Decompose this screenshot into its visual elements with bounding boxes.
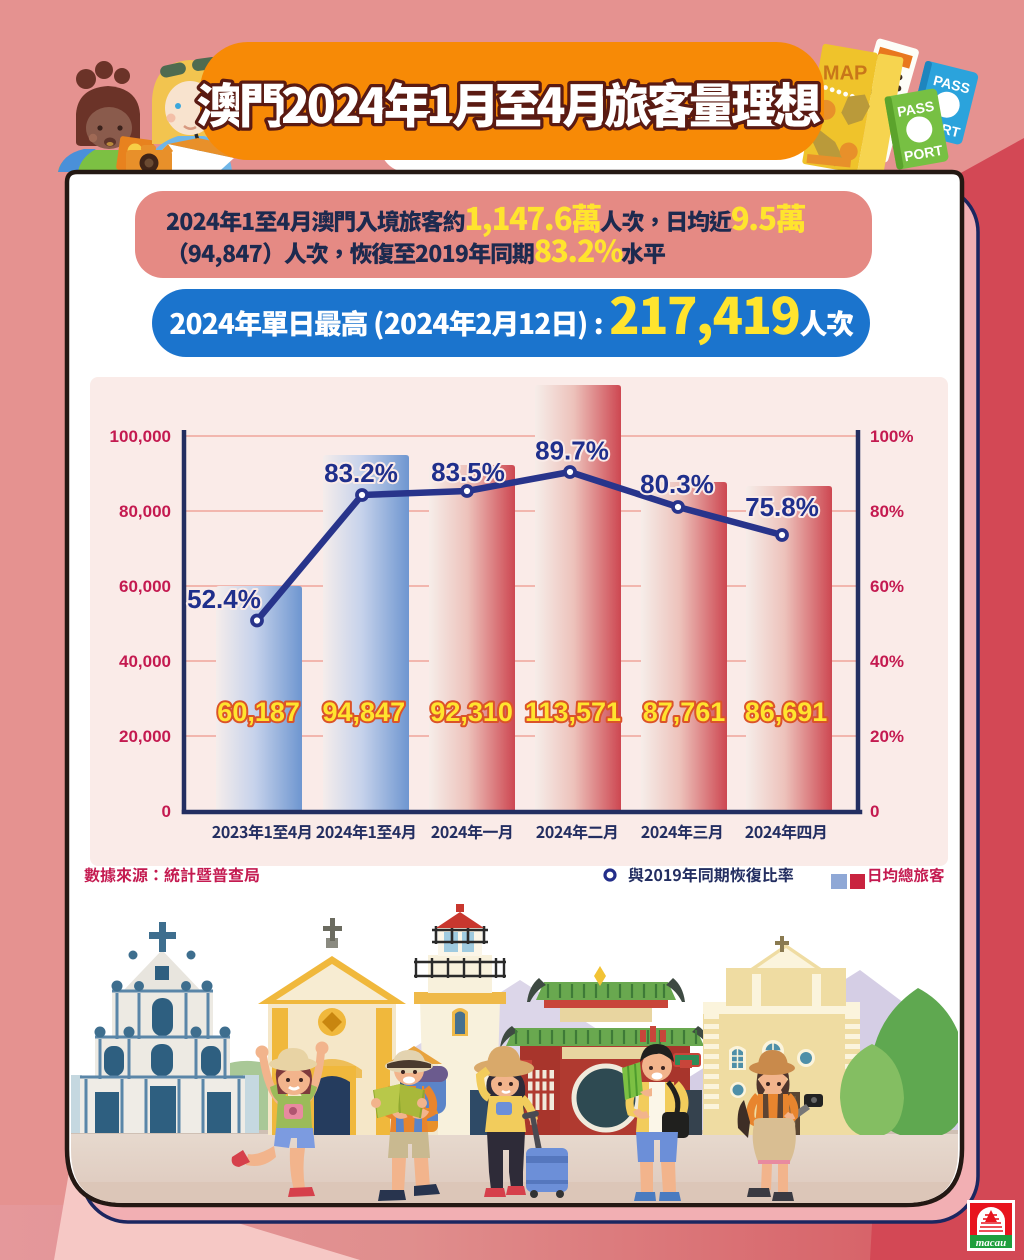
svg-text:80%: 80% xyxy=(870,502,904,521)
svg-text:80,000: 80,000 xyxy=(119,502,171,521)
svg-text:83.5%: 83.5% xyxy=(431,457,505,487)
svg-text:macau: macau xyxy=(976,1237,1007,1249)
svg-text:40,000: 40,000 xyxy=(119,652,171,671)
svg-text:100,000: 100,000 xyxy=(110,427,171,446)
svg-text:80.3%: 80.3% xyxy=(640,469,714,499)
svg-text:60%: 60% xyxy=(870,577,904,596)
svg-text:113,571: 113,571 xyxy=(525,697,621,727)
svg-text:100%: 100% xyxy=(870,427,913,446)
svg-text:PASS: PASS xyxy=(896,98,935,120)
svg-text:MAP: MAP xyxy=(823,63,867,85)
svg-text:89.7%: 89.7% xyxy=(535,436,609,466)
svg-text:20%: 20% xyxy=(870,727,904,746)
svg-text:94,847: 94,847 xyxy=(323,697,406,727)
svg-text:20,000: 20,000 xyxy=(119,727,171,746)
svg-text:92,310: 92,310 xyxy=(430,697,513,727)
svg-text:87,761: 87,761 xyxy=(643,697,726,727)
svg-text:75.8%: 75.8% xyxy=(745,492,819,522)
svg-text:86,691: 86,691 xyxy=(745,697,828,727)
svg-text:PORT: PORT xyxy=(903,142,945,165)
svg-text:60,187: 60,187 xyxy=(217,697,300,727)
svg-text:83.2%: 83.2% xyxy=(324,458,398,488)
svg-text:0: 0 xyxy=(870,802,879,821)
svg-text:40%: 40% xyxy=(870,652,904,671)
svg-text:0: 0 xyxy=(162,802,171,821)
svg-text:60,000: 60,000 xyxy=(119,577,171,596)
svg-text:52.4%: 52.4% xyxy=(187,584,261,614)
